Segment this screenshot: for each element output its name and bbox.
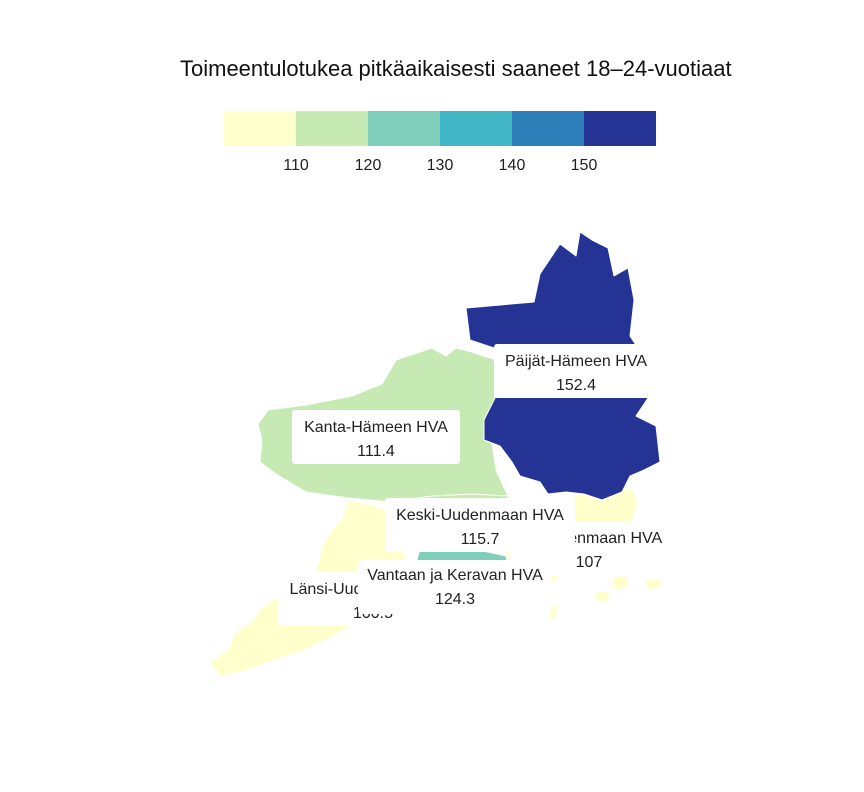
label-keski-value: 115.7 bbox=[461, 531, 500, 548]
region-islands-east[interactable] bbox=[547, 573, 663, 621]
label-keski-uudenmaan: Keski-Uudenmaan HVA 115.7 bbox=[385, 498, 575, 552]
label-kanta-name: Kanta-Hämeen HVA bbox=[304, 419, 448, 436]
label-kanta-value: 111.4 bbox=[357, 443, 395, 460]
legend-swatch-2 bbox=[368, 111, 440, 146]
legend-swatch-0 bbox=[224, 111, 296, 146]
legend: 110 120 130 140 150 bbox=[224, 111, 656, 174]
legend-tick-2: 130 bbox=[427, 157, 454, 174]
legend-tick-4: 150 bbox=[571, 157, 598, 174]
label-paijat-name: Päijät-Hämeen HVA bbox=[505, 353, 647, 370]
legend-tick-1: 120 bbox=[355, 157, 382, 174]
legend-swatch-1 bbox=[296, 111, 368, 146]
map-title: Toimeentulotukea pitkäaikaisesti saaneet… bbox=[180, 56, 732, 81]
region-labels: Päijät-Hämeen HVA 152.4 Kanta-Hämeen HVA… bbox=[278, 344, 670, 626]
label-paijat-value: 152.4 bbox=[556, 377, 596, 394]
label-vantaan-name: Vantaan ja Keravan HVA bbox=[367, 567, 543, 584]
legend-swatch-3 bbox=[440, 111, 512, 146]
label-keski-name: Keski-Uudenmaan HVA bbox=[396, 507, 564, 524]
legend-swatch-4 bbox=[512, 111, 584, 146]
label-kanta-hameen: Kanta-Hämeen HVA 111.4 bbox=[292, 410, 460, 464]
label-vantaan-value: 124.3 bbox=[435, 591, 475, 608]
label-vantaan-keravan: Vantaan ja Keravan HVA 124.3 bbox=[358, 560, 552, 614]
label-paijat-hameen: Päijät-Hämeen HVA 152.4 bbox=[494, 344, 662, 398]
legend-tick-0: 110 bbox=[283, 157, 309, 174]
label-ita-value: 107 bbox=[576, 554, 603, 571]
legend-tick-3: 140 bbox=[499, 157, 526, 174]
legend-swatch-5 bbox=[584, 111, 656, 146]
